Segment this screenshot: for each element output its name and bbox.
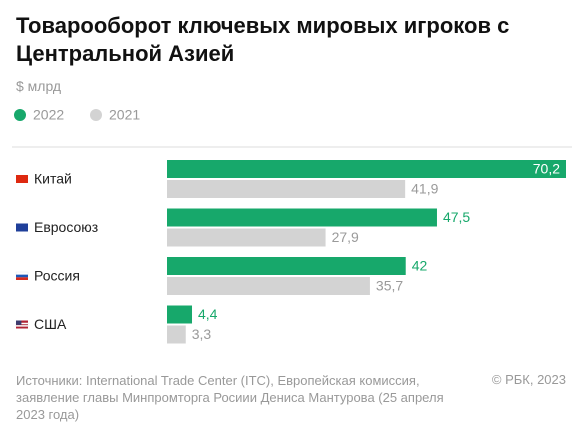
value-label: 42 xyxy=(412,258,428,274)
value-label: 35,7 xyxy=(376,278,403,294)
category-label: США xyxy=(34,316,67,332)
flag-part xyxy=(16,223,28,232)
flag-part xyxy=(16,320,22,325)
flag-part xyxy=(16,274,28,278)
value-label: 27,9 xyxy=(332,229,359,245)
category-label: Китай xyxy=(34,171,72,187)
bar xyxy=(167,160,566,178)
flag-part xyxy=(15,325,29,327)
chart-subtitle: $ млрд xyxy=(16,78,62,94)
value-label: 70,2 xyxy=(533,161,560,177)
legend-marker xyxy=(14,109,26,121)
value-label: 4,4 xyxy=(198,306,218,322)
source-note: Источники: International Trade Center (I… xyxy=(16,373,444,422)
copyright: © РБК, 2023 xyxy=(491,372,566,387)
category-label: Евросоюз xyxy=(34,219,98,235)
bar xyxy=(167,277,370,295)
bar xyxy=(167,208,437,227)
flag-part xyxy=(16,175,28,183)
value-label: 47,5 xyxy=(443,209,470,225)
value-label: 3,3 xyxy=(192,326,212,342)
bar xyxy=(167,305,193,324)
chart: 2022 2021 Китай 70,2 41,9 Евросоюз 47,5 27,9 Рос… xyxy=(12,107,572,344)
legend-label: 2021 xyxy=(109,107,140,123)
bar xyxy=(167,257,406,275)
category-label: Россия xyxy=(34,268,80,284)
bar xyxy=(167,228,326,247)
bar xyxy=(167,180,406,198)
flag-part xyxy=(15,271,29,275)
flag-part xyxy=(16,277,28,280)
bar xyxy=(167,325,186,344)
chart-title: Товарооборот ключевых мировых игроков с … xyxy=(16,13,510,66)
legend-label: 2022 xyxy=(33,107,64,123)
legend-marker xyxy=(90,109,102,121)
flag-part xyxy=(16,320,28,329)
value-label: 41,9 xyxy=(411,181,438,197)
